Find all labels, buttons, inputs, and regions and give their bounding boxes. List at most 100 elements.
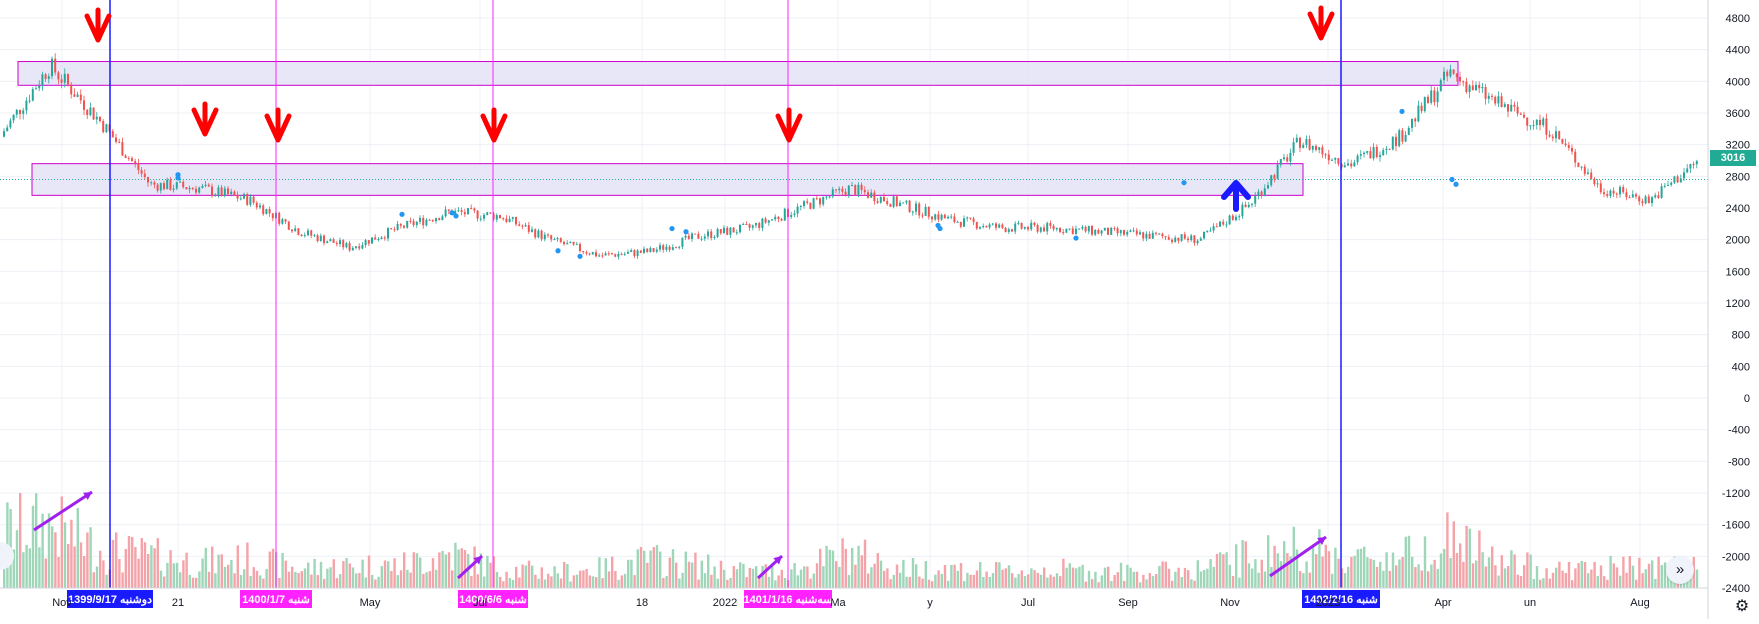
scroll-to-realtime-button[interactable]: »	[1666, 556, 1694, 584]
candle-body	[137, 163, 140, 171]
volume-bar	[1311, 544, 1315, 588]
candle-body	[47, 76, 50, 79]
volume-bar	[137, 558, 140, 588]
volume-bar	[1619, 575, 1622, 588]
volume-bar	[1667, 572, 1670, 588]
volume-bar	[1542, 578, 1545, 588]
candle-body	[1078, 228, 1081, 230]
candle-body	[1475, 84, 1477, 91]
candle-body	[73, 94, 76, 97]
volume-bar	[409, 572, 412, 588]
volume-bar	[211, 546, 214, 588]
volume-bar	[1529, 554, 1532, 588]
settings-button[interactable]: ⚙	[1732, 598, 1752, 616]
volume-bar	[1014, 577, 1017, 588]
volume-bar	[991, 573, 995, 588]
volume-bar	[246, 542, 249, 588]
candle-body	[188, 187, 191, 190]
candle-body	[924, 206, 927, 216]
candle-body	[387, 228, 389, 239]
volume-bar	[153, 548, 156, 588]
candle-body	[1187, 238, 1189, 241]
volume-bar	[134, 547, 137, 588]
volume-bar	[1222, 554, 1225, 588]
volume-bar	[953, 564, 956, 588]
volume-bar	[611, 556, 614, 588]
price-tick-label: 2400	[1726, 203, 1750, 215]
candle-body	[1667, 184, 1669, 186]
candle-body	[1331, 159, 1333, 161]
volume-bar	[1235, 544, 1238, 588]
volume-bar	[294, 571, 297, 588]
candle-body	[339, 240, 341, 245]
candle-body	[3, 131, 5, 137]
candle-body	[1433, 90, 1436, 103]
volume-bar	[812, 573, 815, 588]
volume-bar	[307, 562, 310, 588]
volume-bar	[223, 566, 227, 588]
volume-bar	[447, 552, 451, 588]
scroll-left-button[interactable]	[0, 542, 14, 570]
candle-body	[540, 230, 543, 240]
volume-bar	[547, 573, 550, 588]
candle-body	[422, 217, 425, 226]
volume-bar	[1644, 569, 1647, 588]
candle-body	[1295, 137, 1298, 143]
candle-body	[1647, 196, 1650, 204]
candle-body	[985, 226, 988, 228]
candle-body	[1190, 235, 1193, 241]
candle-body	[1350, 163, 1353, 167]
volume-bar	[422, 573, 425, 588]
volume-bar	[975, 570, 979, 588]
candle-body	[851, 185, 853, 187]
volume-bar	[89, 527, 92, 588]
volume-bar	[540, 567, 543, 588]
candle-body	[447, 209, 450, 211]
candle-body	[63, 73, 66, 83]
volume-bar	[1564, 572, 1567, 588]
volume-bar	[1513, 554, 1516, 588]
candle-body	[1039, 227, 1042, 232]
candle-body	[220, 187, 223, 197]
volume-bar	[1324, 544, 1327, 588]
candle-body	[495, 215, 498, 220]
price-tick-label: 2800	[1726, 171, 1750, 183]
signal-dot	[1399, 108, 1405, 115]
candle-body	[534, 229, 537, 238]
candle-body	[316, 235, 319, 242]
candle-body	[1225, 224, 1228, 226]
volume-bar	[969, 574, 972, 588]
candle-body	[367, 240, 370, 244]
candle-body	[1609, 190, 1612, 196]
candle-body	[131, 158, 133, 162]
volume-bar	[1692, 556, 1695, 588]
volume-bar	[1123, 580, 1126, 588]
volume-bar	[1446, 512, 1449, 588]
candle-body	[998, 224, 1001, 228]
volume-bar	[1695, 569, 1699, 588]
candle-body	[1503, 104, 1506, 107]
volume-bar	[1126, 564, 1129, 588]
volume-bar	[531, 565, 534, 588]
volume-bar	[1251, 568, 1254, 588]
volume-bar	[652, 547, 655, 588]
volume-bar	[396, 575, 399, 588]
volume-bar	[905, 576, 908, 588]
candle-body	[783, 208, 786, 221]
volume-bar	[406, 569, 409, 588]
candle-body	[1081, 226, 1084, 229]
upper-resistance-zone[interactable]	[17, 61, 1459, 86]
volume-bar	[1487, 557, 1491, 588]
volume-bar	[1420, 570, 1423, 588]
volume-bar	[377, 576, 380, 588]
candle-body	[774, 216, 777, 220]
volume-bar	[355, 573, 358, 588]
candle-body	[1324, 154, 1327, 156]
candle-body	[67, 73, 69, 85]
candle-body	[252, 196, 255, 203]
time-tick-label: Jul	[1021, 597, 1035, 609]
volume-bar	[1411, 556, 1414, 588]
